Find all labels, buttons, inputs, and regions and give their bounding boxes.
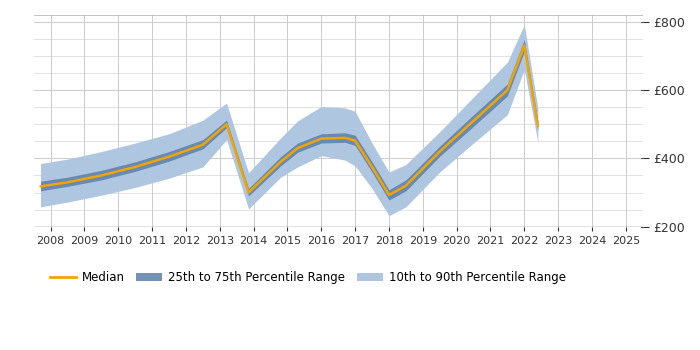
Legend: Median, 25th to 75th Percentile Range, 10th to 90th Percentile Range: Median, 25th to 75th Percentile Range, 1… [45,266,570,288]
